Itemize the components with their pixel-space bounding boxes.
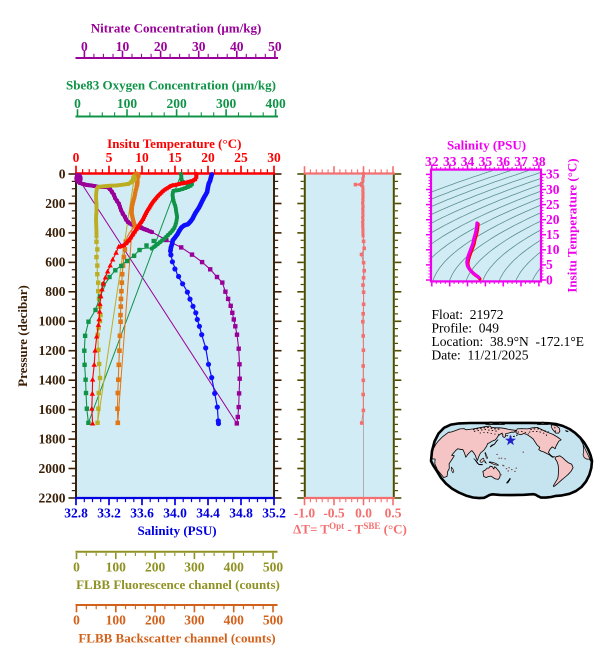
svg-text:20: 20 — [546, 212, 560, 227]
svg-text:32.8: 32.8 — [64, 505, 88, 520]
svg-text:10: 10 — [116, 39, 130, 54]
svg-text:1200: 1200 — [39, 343, 66, 358]
svg-text:0: 0 — [73, 150, 80, 165]
svg-text:-0.5: -0.5 — [323, 505, 345, 520]
svg-text:35.2: 35.2 — [262, 505, 286, 520]
svg-text:500: 500 — [263, 613, 284, 628]
svg-text:Pressure (decibar): Pressure (decibar) — [15, 285, 30, 387]
svg-text:0: 0 — [73, 613, 80, 628]
svg-text:0: 0 — [546, 272, 553, 287]
svg-text:800: 800 — [45, 284, 66, 299]
svg-text:500: 500 — [263, 560, 284, 575]
svg-text:FLBB Backscatter channel (coun: FLBB Backscatter channel (counts) — [78, 631, 275, 646]
svg-text:25: 25 — [234, 150, 248, 165]
svg-text:0: 0 — [74, 96, 81, 111]
svg-text:15: 15 — [168, 150, 182, 165]
svg-text:100: 100 — [117, 96, 138, 111]
svg-text:20: 20 — [154, 39, 168, 54]
svg-text:20: 20 — [201, 150, 215, 165]
svg-text:34: 34 — [461, 154, 475, 169]
svg-text:0: 0 — [59, 166, 66, 181]
svg-text:10: 10 — [546, 242, 560, 257]
svg-text:Salinity (PSU): Salinity (PSU) — [447, 138, 526, 153]
svg-text:34.8: 34.8 — [229, 505, 253, 520]
svg-text:Float: 21972: Float: 21972 — [432, 307, 504, 322]
svg-text:Location: 38.9°N -172.1°E: Location: 38.9°N -172.1°E — [432, 334, 585, 349]
svg-text:Sbe83 Oxygen Concentration (μm: Sbe83 Oxygen Concentration (μm/kg) — [66, 78, 276, 93]
svg-text:300: 300 — [184, 560, 205, 575]
svg-text:400: 400 — [45, 225, 66, 240]
svg-text:100: 100 — [106, 613, 127, 628]
svg-text:32: 32 — [425, 154, 439, 169]
svg-text:400: 400 — [224, 560, 245, 575]
svg-text:38: 38 — [532, 154, 546, 169]
svg-text:400: 400 — [265, 96, 286, 111]
svg-text:Salinity (PSU): Salinity (PSU) — [137, 523, 216, 538]
svg-text:300: 300 — [184, 613, 205, 628]
svg-text:400: 400 — [224, 613, 245, 628]
svg-text:0.0: 0.0 — [355, 505, 372, 520]
svg-text:30: 30 — [267, 150, 281, 165]
svg-text:2200: 2200 — [39, 490, 66, 505]
svg-text:50: 50 — [268, 39, 282, 54]
svg-text:200: 200 — [166, 96, 187, 111]
svg-text:600: 600 — [45, 255, 66, 270]
svg-text:5: 5 — [546, 257, 553, 272]
svg-text:25: 25 — [546, 197, 560, 212]
svg-text:Date: 11/21/2025: Date: 11/21/2025 — [432, 348, 529, 363]
svg-text:33.6: 33.6 — [130, 505, 154, 520]
svg-text:1000: 1000 — [39, 314, 66, 329]
svg-text:1400: 1400 — [39, 373, 66, 388]
svg-text:33.2: 33.2 — [97, 505, 121, 520]
svg-text:35: 35 — [546, 167, 560, 182]
svg-text:36: 36 — [496, 154, 510, 169]
svg-text:5: 5 — [106, 150, 113, 165]
svg-text:200: 200 — [145, 560, 166, 575]
svg-text:300: 300 — [216, 96, 237, 111]
svg-text:-1.0: -1.0 — [294, 505, 316, 520]
svg-text:35: 35 — [479, 154, 493, 169]
svg-text:200: 200 — [45, 196, 66, 211]
svg-text:0.5: 0.5 — [385, 505, 402, 520]
svg-text:37: 37 — [514, 154, 528, 169]
svg-text:100: 100 — [106, 560, 127, 575]
svg-text:15: 15 — [546, 227, 560, 242]
svg-text:Insitu Temperature (°C): Insitu Temperature (°C) — [565, 158, 580, 292]
svg-text:Nitrate Concentration (μm/kg): Nitrate Concentration (μm/kg) — [91, 21, 262, 36]
svg-text:1800: 1800 — [39, 431, 66, 446]
svg-text:200: 200 — [145, 613, 166, 628]
svg-text:ΔT= TOpt - TSBE (°C): ΔT= TOpt - TSBE (°C) — [293, 521, 407, 537]
svg-text:0: 0 — [81, 39, 88, 54]
svg-text:1600: 1600 — [39, 402, 66, 417]
svg-text:10: 10 — [135, 150, 149, 165]
svg-text:Insitu Temperature (°C): Insitu Temperature (°C) — [107, 136, 241, 151]
svg-text:FLBB Fluorescence channel (cou: FLBB Fluorescence channel (counts) — [76, 577, 280, 592]
svg-text:2000: 2000 — [39, 461, 66, 476]
svg-text:30: 30 — [546, 182, 560, 197]
svg-text:33: 33 — [443, 154, 457, 169]
svg-text:34.4: 34.4 — [196, 505, 220, 520]
svg-text:34.0: 34.0 — [163, 505, 187, 520]
svg-text:Profile: 049: Profile: 049 — [432, 321, 500, 336]
svg-text:0: 0 — [73, 560, 80, 575]
svg-text:30: 30 — [192, 39, 206, 54]
svg-text:40: 40 — [230, 39, 244, 54]
